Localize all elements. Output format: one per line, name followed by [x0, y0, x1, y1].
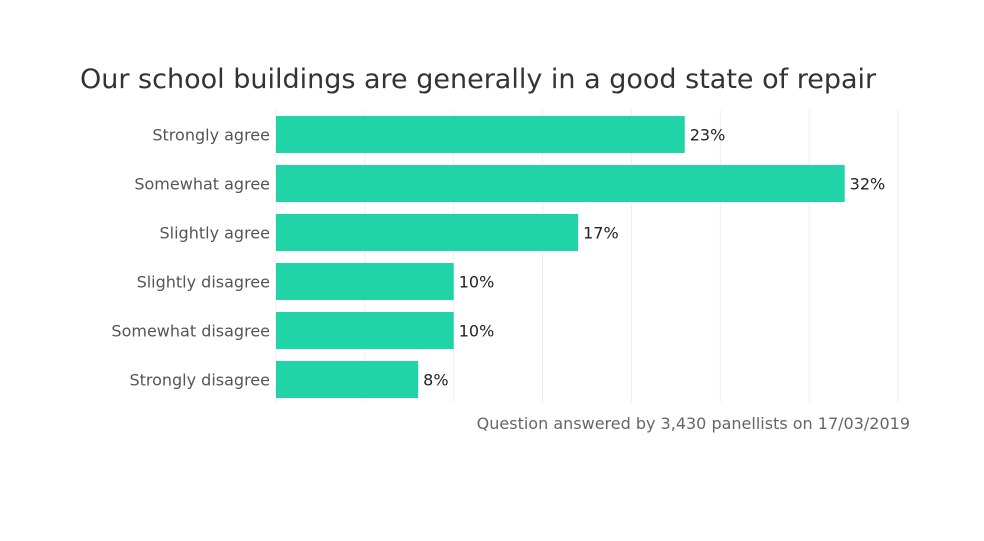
bar: [276, 361, 419, 398]
bar: [276, 165, 845, 202]
value-label: 17%: [583, 224, 619, 243]
category-label: Somewhat disagree: [111, 322, 270, 341]
value-label: 23%: [690, 126, 726, 145]
category-label: Strongly agree: [152, 126, 270, 145]
gridlines: [275, 110, 899, 402]
value-label: 8%: [423, 371, 448, 390]
value-label: 10%: [459, 322, 495, 341]
category-label: Somewhat agree: [134, 175, 270, 194]
category-label: Slightly disagree: [137, 273, 270, 292]
bar: [276, 312, 454, 349]
footnote: Question answered by 3,430 panellists on…: [476, 414, 910, 433]
category-label: Strongly disagree: [129, 371, 270, 390]
category-label: Slightly agree: [160, 224, 271, 243]
bars: Strongly agree 23% Somewhat agree 32% Slight…: [111, 116, 885, 398]
bar: [276, 214, 579, 251]
bar: [276, 116, 685, 153]
chart-title: Our school buildings are generally in a …: [80, 64, 877, 95]
value-label: 10%: [459, 273, 495, 292]
value-label: 32%: [850, 175, 886, 194]
bar: [276, 263, 454, 300]
